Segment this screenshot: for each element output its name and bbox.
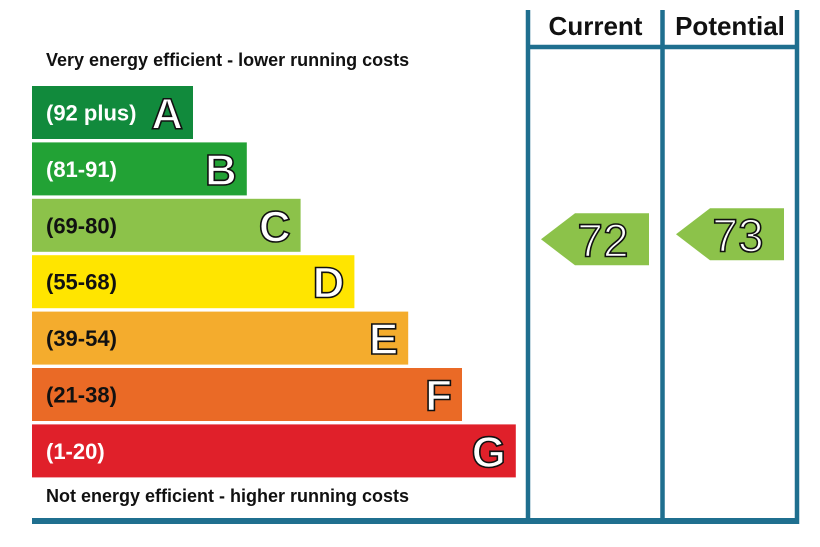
band-d-range: (55-68) bbox=[46, 270, 117, 295]
band-e-letter: E bbox=[369, 315, 398, 364]
efficient-note: Very energy efficient - lower running co… bbox=[46, 50, 410, 70]
band-g-range: (1-20) bbox=[46, 439, 105, 464]
band-c-letter: C bbox=[259, 202, 291, 251]
inefficient-note: Not energy efficient - higher running co… bbox=[46, 486, 410, 506]
current-rating-arrow bbox=[541, 213, 649, 266]
potential-rating-value: 73 bbox=[712, 209, 763, 261]
band-c-bar bbox=[32, 198, 301, 252]
band-c-range: (69-80) bbox=[46, 213, 117, 238]
rating-bands: (92 plus) A (81-91) B (69-80) C (55-68) D (39-54… bbox=[32, 86, 516, 478]
current-column-header: Current bbox=[548, 11, 643, 41]
band-f-bar bbox=[32, 368, 462, 421]
band-d-letter: D bbox=[313, 259, 345, 308]
band-g-letter: G bbox=[472, 428, 506, 477]
band-a-bar bbox=[32, 86, 193, 139]
band-a-range: (92 plus) bbox=[46, 101, 136, 126]
band-e-bar bbox=[32, 311, 409, 365]
band-a-letter: A bbox=[151, 90, 183, 139]
potential-column-header: Potential bbox=[675, 11, 785, 41]
rating-arrows: 72 73 bbox=[541, 208, 784, 267]
band-f-letter: F bbox=[425, 372, 452, 421]
band-f-range: (21-38) bbox=[46, 383, 117, 408]
current-rating-value: 72 bbox=[577, 214, 628, 266]
band-e-range: (39-54) bbox=[46, 326, 117, 351]
band-d-bar bbox=[32, 255, 355, 309]
potential-rating-arrow bbox=[676, 208, 784, 261]
chart-frame bbox=[32, 10, 800, 524]
band-b-letter: B bbox=[205, 146, 237, 195]
band-b-bar bbox=[32, 142, 247, 196]
band-g-bar bbox=[32, 424, 516, 478]
band-b-range: (81-91) bbox=[46, 157, 117, 182]
